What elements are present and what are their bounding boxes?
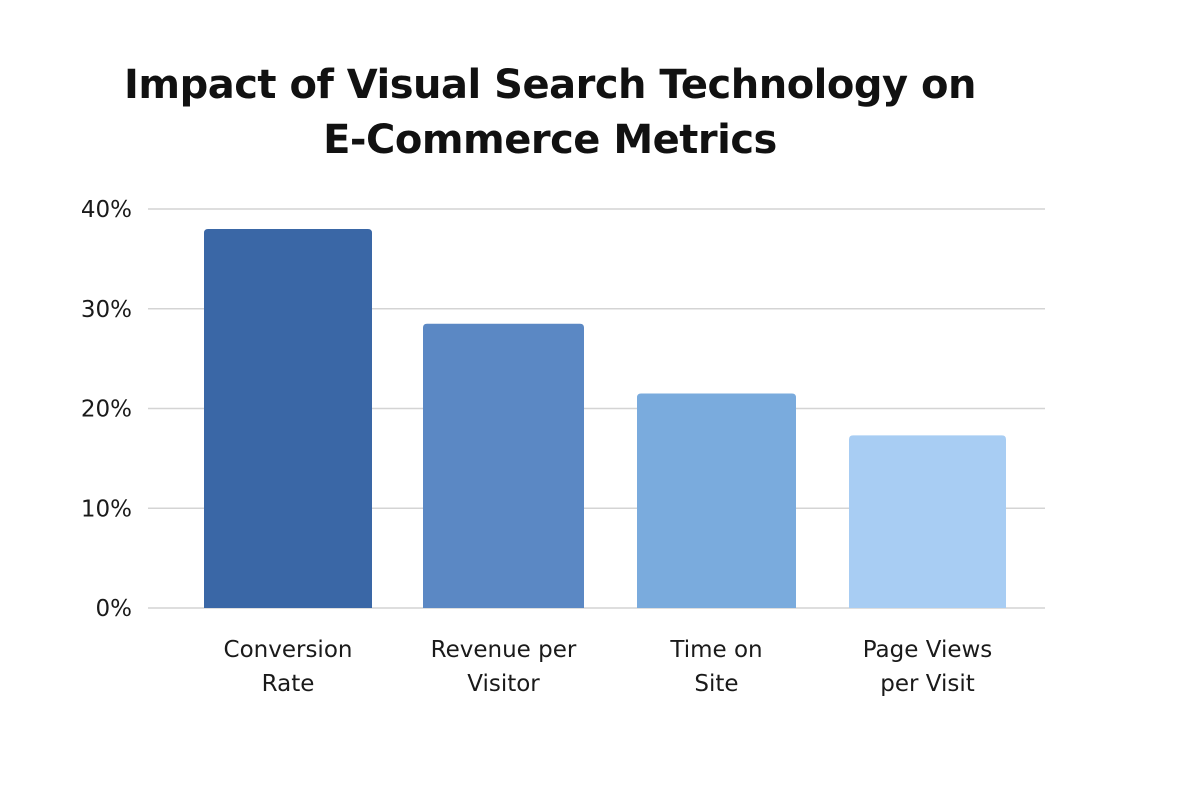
x-category-label: per Visit [880,671,975,697]
y-tick-label: 0% [96,596,133,622]
x-category-label: Page Views [863,637,993,663]
y-tick-label: 40% [81,197,132,223]
bar [849,435,1006,608]
x-category-label: Visitor [467,671,540,697]
bar [637,393,796,608]
bar [423,323,584,608]
y-tick-label: 30% [81,297,132,323]
x-category-label: Time on [669,637,762,663]
chart-title-line-2: E-Commerce Metrics [323,117,777,163]
x-category-label: Site [694,671,738,697]
chart-title-line-1: Impact of Visual Search Technology on [124,62,976,108]
x-category-label: Conversion [224,637,353,663]
y-tick-label: 10% [81,496,132,522]
y-tick-label: 20% [81,397,132,423]
x-category-label: Revenue per [431,637,577,663]
chart-title: Impact of Visual Search Technology on E-… [0,58,1100,168]
x-category-label: Rate [262,671,315,697]
bar [204,228,372,608]
